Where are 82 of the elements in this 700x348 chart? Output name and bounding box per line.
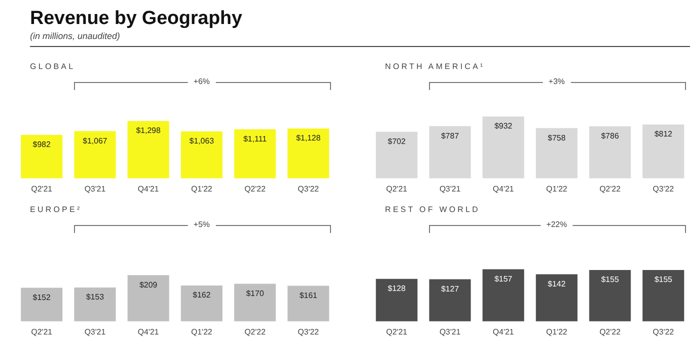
chart-title: GLOBAL (30, 62, 76, 71)
text: +5% (188, 220, 216, 229)
data-label: $127 (441, 284, 460, 294)
data-label: $155 (654, 275, 673, 284)
text: +3% (542, 77, 571, 86)
bar (20, 288, 62, 322)
bar (128, 120, 170, 178)
bar (288, 286, 330, 322)
text: Revenue by Geography (30, 8, 244, 30)
x-tick-label: Q2'22 (244, 327, 266, 336)
data-label: $170 (246, 288, 264, 298)
x-tick-label: Q3'21 (439, 184, 462, 194)
text: (in millions, unaudited) (30, 31, 122, 41)
x-tick-label: Q2'21 (31, 184, 53, 194)
data-label: $128 (388, 284, 406, 294)
x-tick-label: Q2'21 (31, 327, 53, 336)
data-label: $153 (86, 292, 104, 302)
data-label: $1,128 (296, 134, 322, 143)
data-label: $209 (139, 280, 158, 290)
x-tick-label: Q4'21 (138, 184, 160, 194)
data-label: $1,111 (243, 134, 268, 144)
data-label: $982 (32, 140, 52, 150)
bar (234, 284, 276, 322)
data-label: $1,063 (189, 136, 214, 146)
chart-title: REST OF WORLD (385, 205, 480, 214)
bar (376, 132, 418, 178)
x-tick-label: Q4'21 (138, 327, 160, 336)
data-label: $161 (299, 290, 318, 300)
bar (128, 275, 170, 322)
data-label: $162 (192, 290, 212, 300)
data-label: $152 (32, 292, 52, 302)
data-label: $142 (548, 279, 566, 288)
x-tick-label: Q3'22 (652, 327, 674, 336)
data-label: $932 (494, 122, 513, 131)
data-label: $758 (548, 133, 566, 142)
bar (482, 116, 524, 178)
bar (482, 269, 524, 322)
bar (589, 270, 631, 322)
x-tick-label: Q2'22 (599, 184, 622, 194)
x-tick-label: Q1'22 (546, 327, 568, 336)
x-tick-label: Q3'22 (298, 327, 320, 336)
bar (180, 286, 222, 322)
data-label: $702 (388, 136, 406, 146)
data-label: $787 (441, 131, 460, 140)
x-tick-label: Q4'21 (492, 184, 514, 194)
x-tick-label: Q3'21 (439, 327, 462, 336)
bar (180, 131, 222, 178)
x-tick-label: Q3'21 (84, 184, 106, 194)
bar (642, 270, 684, 322)
x-tick-label: Q2'22 (599, 327, 622, 336)
bar (234, 129, 276, 178)
data-label: $157 (494, 274, 513, 284)
bar (288, 128, 330, 178)
bar (536, 128, 578, 178)
data-label: $155 (601, 275, 620, 284)
bar (74, 288, 116, 322)
chart-title: EUROPE² (30, 205, 82, 214)
x-tick-label: Q3'22 (652, 184, 674, 194)
x-tick-label: Q3'22 (298, 184, 320, 194)
data-label: $1,067 (82, 136, 108, 146)
data-label: $1,298 (136, 126, 162, 136)
x-tick-label: Q2'21 (386, 327, 408, 336)
data-label: $812 (654, 130, 673, 139)
bar (20, 134, 62, 178)
x-tick-label: Q4'21 (492, 327, 514, 336)
x-tick-label: Q1'22 (546, 184, 568, 194)
x-tick-label: Q2'22 (244, 184, 266, 194)
bar (74, 131, 116, 178)
chart-title: NORTH AMERICA¹ (385, 62, 485, 71)
x-tick-label: Q1'22 (191, 327, 213, 336)
bar (589, 126, 631, 178)
text: +6% (188, 77, 216, 86)
bar (536, 274, 578, 322)
x-tick-label: Q2'21 (386, 184, 408, 194)
bar (376, 278, 418, 322)
data-label: $786 (601, 131, 620, 140)
bar (642, 124, 684, 178)
bar (429, 279, 471, 322)
bar (429, 126, 471, 178)
x-tick-label: Q1'22 (191, 184, 213, 194)
text: +22% (540, 220, 573, 229)
x-tick-label: Q3'21 (84, 327, 106, 336)
